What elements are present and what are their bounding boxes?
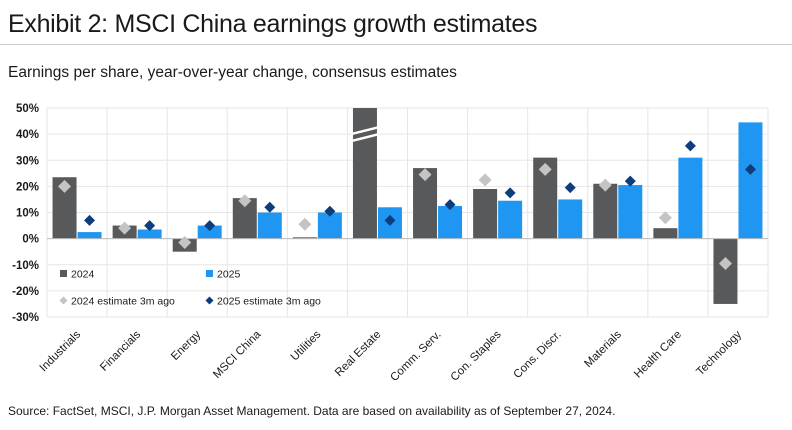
legend-swatch	[59, 296, 68, 305]
x-tick-label: Financials	[98, 328, 143, 373]
marker-2025-est-con-staples	[504, 187, 516, 199]
marker-2025-est-industrials	[84, 214, 96, 226]
legend-label: 2024 estimate 3m ago	[71, 296, 175, 308]
marker-2024-est-utilities	[298, 217, 312, 231]
marker-2024-est-technology	[718, 256, 732, 270]
marker-2024-est-health-care	[658, 211, 672, 225]
bar-2025-utilities	[317, 212, 342, 239]
legend-label: 2024	[71, 269, 95, 281]
axis-break-slash	[350, 132, 379, 143]
x-tick-label: Real Estate	[333, 329, 384, 380]
chart-subtitle: Earnings per share, year-over-year chang…	[8, 64, 457, 81]
legend-label: 2025 estimate 3m ago	[217, 296, 321, 308]
x-axis: Industrials Financials Energy MSCI China Uti…	[38, 238, 768, 384]
x-tick-label: Cons. Discr.	[512, 329, 564, 381]
legend-swatch	[60, 270, 67, 277]
y-tick-label: 40%	[16, 129, 39, 141]
bar-2024-health-care	[653, 228, 678, 239]
y-tick-label: 10%	[16, 208, 39, 220]
marker-2024-est-financials	[118, 221, 132, 235]
bar-2025-con-staples	[498, 200, 523, 239]
marker-2024-est-con-staples	[478, 173, 492, 187]
bar-2024-con-staples	[473, 188, 498, 239]
legend: 2024 2025 2024 estimate 3m ago 2025 estimat…	[59, 269, 321, 308]
y-tick-label: 20%	[16, 181, 39, 193]
marker-2025-est-comm-serv	[444, 199, 456, 211]
legend-swatch	[206, 270, 213, 277]
marker-2024-est-cons-discr	[538, 162, 552, 176]
bars	[52, 108, 763, 304]
marker-2024-est-comm-serv	[418, 168, 432, 182]
bar-2025-comm-serv	[438, 205, 463, 239]
bar-2025-financials	[137, 229, 162, 239]
marker-2024-est-industrials	[58, 179, 72, 193]
bar-2024-technology	[713, 238, 738, 304]
marker-2025-est-msci-china	[264, 201, 276, 213]
x-tick-label: Industrials	[38, 328, 84, 374]
y-tick-label: -20%	[12, 286, 39, 298]
marker-2025-est-utilities	[324, 205, 336, 217]
y-tick-label: 30%	[16, 155, 39, 167]
bar-2025-technology	[738, 122, 763, 239]
x-tick-label: Energy	[169, 328, 203, 362]
axis-break-slash	[350, 125, 379, 136]
chart-title: Exhibit 2: MSCI China earnings growth es…	[8, 10, 538, 38]
marker-2025-est-technology	[744, 163, 756, 175]
marker-2024-est-msci-china	[238, 194, 252, 208]
x-tick-label: MSCI China	[211, 328, 264, 381]
gridlines	[46, 107, 769, 318]
bar-2025-cons-discr	[558, 199, 583, 239]
source-note: Source: FactSet, MSCI, J.P. Morgan Asset…	[8, 404, 616, 418]
y-tick-label: -10%	[12, 260, 39, 272]
y-tick-label: 50%	[16, 103, 39, 115]
marker-2024-est-materials	[598, 178, 612, 192]
x-tick-label: Technology	[694, 328, 744, 378]
bar-2024-utilities	[292, 237, 317, 239]
x-tick-label: Con. Staples	[449, 328, 504, 383]
x-tick-label: Comm. Serv.	[388, 329, 443, 384]
bar-2025-msci-china	[257, 212, 282, 239]
estimate-markers	[58, 140, 756, 270]
y-tick-label: -30%	[12, 312, 39, 324]
x-tick-label: Utilities	[289, 328, 324, 363]
bar-2025-health-care	[678, 157, 703, 239]
legend-label: 2025	[217, 269, 241, 281]
marker-2024-est-energy	[178, 236, 192, 250]
y-tick-label: 0%	[22, 234, 39, 246]
marker-2025-est-materials	[624, 175, 636, 187]
bar-2025-materials	[618, 185, 643, 239]
legend-swatch	[205, 296, 214, 305]
title-divider	[0, 44, 792, 45]
marker-2025-est-energy	[204, 220, 216, 232]
bar-2025-energy	[197, 225, 222, 239]
marker-2025-est-real-estate	[384, 214, 396, 226]
bar-2024-materials	[593, 183, 618, 239]
x-tick-label: Materials	[582, 328, 624, 370]
marker-2025-est-health-care	[684, 140, 696, 152]
marker-2025-est-financials	[144, 220, 156, 232]
marker-2025-est-cons-discr	[564, 182, 576, 194]
x-tick-label: Health Care	[632, 329, 684, 381]
y-axis: 50% 40% 30% 20% 10% 0% -10% -20% -30%	[12, 103, 39, 324]
bar-2025-industrials	[77, 232, 102, 239]
earnings-chart: 50% 40% 30% 20% 10% 0% -10% -20% -30% Industrial…	[12, 103, 769, 384]
